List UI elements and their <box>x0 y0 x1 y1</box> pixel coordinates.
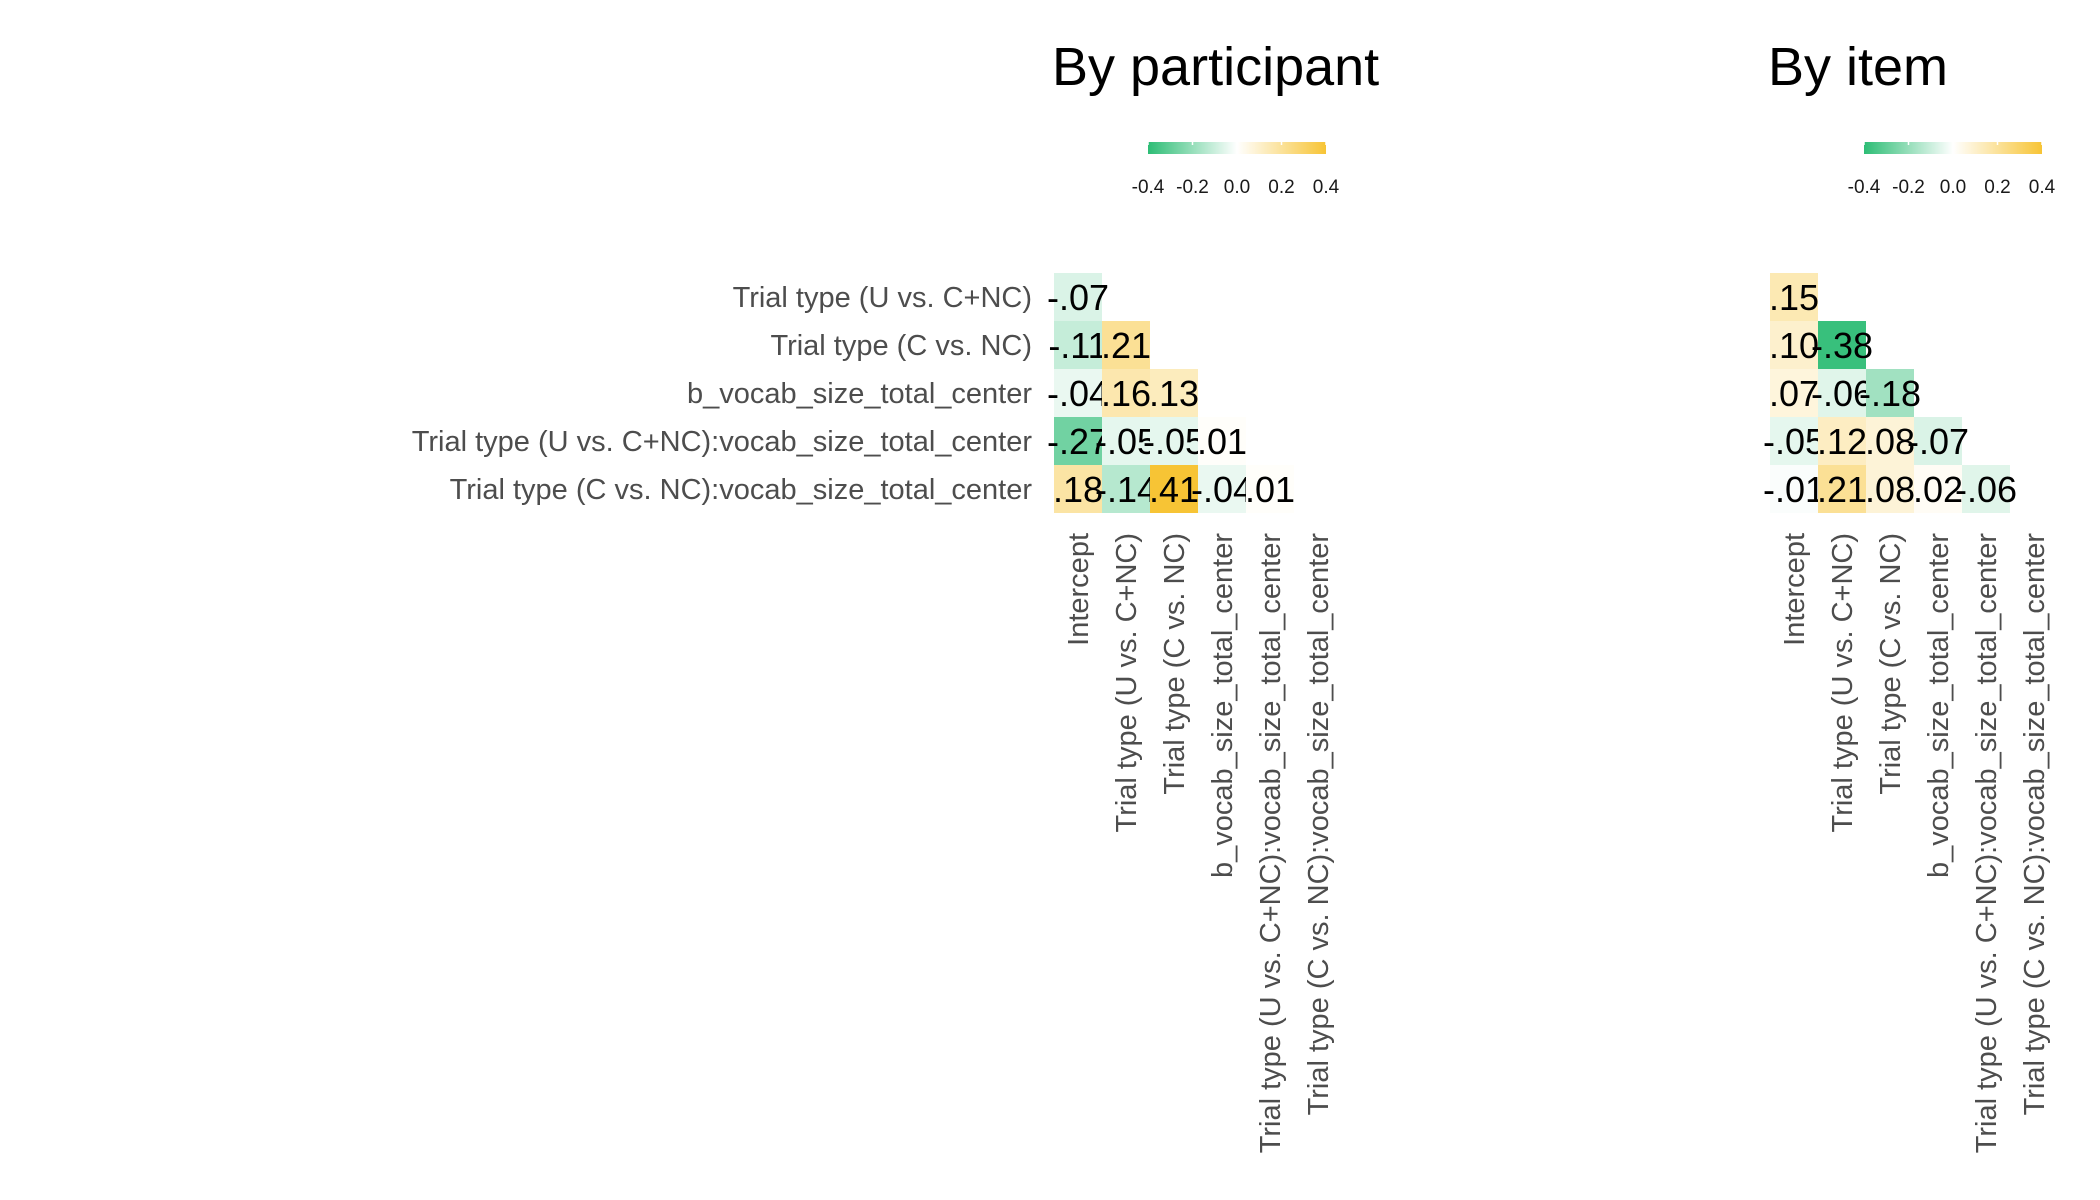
heatmap-cell <box>1054 369 1102 417</box>
panel-title-item: By item <box>1768 37 1948 97</box>
cell-value-label: .13 <box>1149 373 1199 414</box>
cell-value-label: -.04 <box>1047 373 1109 414</box>
cell-value-label: .21 <box>1817 469 1867 510</box>
cell-value-label: .07 <box>1769 373 1819 414</box>
cell-value-label: .21 <box>1101 325 1151 366</box>
cell-value-label: -.01 <box>1763 469 1825 510</box>
heatmap-cell <box>1054 465 1102 513</box>
heatmap-cell <box>1150 465 1198 513</box>
legend-tick-label-participant: -0.4 <box>1132 177 1165 198</box>
heatmap-cell <box>1102 465 1150 513</box>
heatmap-cell <box>1818 417 1866 465</box>
column-label: b_vocab_size_total_center <box>1923 533 1955 878</box>
row-label: Trial type (U vs. C+NC):vocab_size_total… <box>412 426 1033 458</box>
column-label: b_vocab_size_total_center <box>1207 533 1239 878</box>
heatmap-cell <box>1150 369 1198 417</box>
row-label: Trial type (C vs. NC):vocab_size_total_c… <box>450 474 1033 506</box>
legend-tick-label-participant: 0.4 <box>1313 177 1340 198</box>
heatmap-cell <box>1818 465 1866 513</box>
heatmap-cell <box>1770 465 1818 513</box>
row-label: b_vocab_size_total_center <box>687 378 1032 410</box>
column-label: Trial type (C vs. NC) <box>1159 533 1191 795</box>
cell-value-label: -.05 <box>1763 421 1825 462</box>
heatmap-cell <box>1054 417 1102 465</box>
legend-tick-label-participant: 0.2 <box>1268 177 1294 198</box>
cell-value-label: .18 <box>1053 469 1103 510</box>
heatmap-cell <box>1198 465 1246 513</box>
column-label: Trial type (U vs. C+NC):vocab_size_total… <box>1255 533 1287 1154</box>
cell-value-label: .01 <box>1197 421 1247 462</box>
heatmap-cell <box>1866 465 1914 513</box>
cell-value-label: .08 <box>1865 469 1915 510</box>
heatmap-cell <box>1150 417 1198 465</box>
legend-tick-label-item: 0.0 <box>1940 177 1966 198</box>
cell-value-label: -.05 <box>1095 421 1157 462</box>
legend-tick-label-participant: 0.0 <box>1224 177 1250 198</box>
cell-value-label: -.06 <box>1811 373 1873 414</box>
cell-value-label: -.06 <box>1955 469 2017 510</box>
column-label: Trial type (C vs. NC):vocab_size_total_c… <box>1303 533 1335 1116</box>
column-label: Trial type (U vs. C+NC):vocab_size_total… <box>1971 533 2003 1154</box>
row-label: Trial type (U vs. C+NC) <box>733 282 1032 314</box>
cell-value-label: -.05 <box>1143 421 1205 462</box>
cell-value-label: -.18 <box>1859 373 1921 414</box>
heatmap-cell <box>1866 369 1914 417</box>
heatmap-cell <box>1102 417 1150 465</box>
cell-value-label: .08 <box>1865 421 1915 462</box>
heatmap-cell <box>1770 417 1818 465</box>
heatmap-cell <box>1914 465 1962 513</box>
column-label: Trial type (U vs. C+NC) <box>1827 533 1859 832</box>
heatmap-cell <box>1962 465 2010 513</box>
heatmap-cell <box>1198 417 1246 465</box>
cell-value-label: .10 <box>1769 325 1819 366</box>
panel-title-participant: By participant <box>1052 37 1379 97</box>
heatmap-cell <box>1246 465 1294 513</box>
heatmap-cell <box>1102 369 1150 417</box>
heatmap-cell <box>1054 321 1102 369</box>
heatmap-cell <box>1770 369 1818 417</box>
cell-value-label: -.04 <box>1191 469 1253 510</box>
cell-value-label: .41 <box>1149 469 1199 510</box>
legend-tick-label-participant: -0.2 <box>1176 177 1209 198</box>
cell-value-label: .01 <box>1245 469 1295 510</box>
cell-value-label: -.11 <box>1048 325 1107 366</box>
cell-value-label: -.07 <box>1907 421 1969 462</box>
cell-value-label: -.38 <box>1811 325 1873 366</box>
row-label: Trial type (C vs. NC) <box>770 330 1032 362</box>
cell-value-label: .02 <box>1913 469 1963 510</box>
cell-value-label: .15 <box>1769 277 1819 318</box>
cell-value-label: .16 <box>1101 373 1151 414</box>
column-label: Intercept <box>1063 533 1095 646</box>
heatmap-cell <box>1818 321 1866 369</box>
cell-value-label: -.14 <box>1095 469 1157 510</box>
cell-value-label: -.27 <box>1047 421 1109 462</box>
heatmap-cell <box>1770 321 1818 369</box>
heatmap-cell <box>1770 273 1818 321</box>
legend-tick-label-item: 0.2 <box>1984 177 2010 198</box>
legend-tick-label-item: 0.4 <box>2029 177 2056 198</box>
column-label: Trial type (U vs. C+NC) <box>1111 533 1143 832</box>
cell-value-label: -.07 <box>1047 277 1109 318</box>
heatmap-cell <box>1054 273 1102 321</box>
column-label: Trial type (C vs. NC) <box>1875 533 1907 795</box>
column-label: Intercept <box>1779 533 1811 646</box>
cell-value-label: .12 <box>1817 421 1867 462</box>
heatmap-cell <box>1818 369 1866 417</box>
heatmap-cell <box>1866 417 1914 465</box>
heatmap-cell <box>1914 417 1962 465</box>
column-label: Trial type (C vs. NC):vocab_size_total_c… <box>2019 533 2051 1116</box>
legend-tick-label-item: -0.4 <box>1848 177 1881 198</box>
legend-tick-label-item: -0.2 <box>1892 177 1925 198</box>
heatmap-cell <box>1102 321 1150 369</box>
